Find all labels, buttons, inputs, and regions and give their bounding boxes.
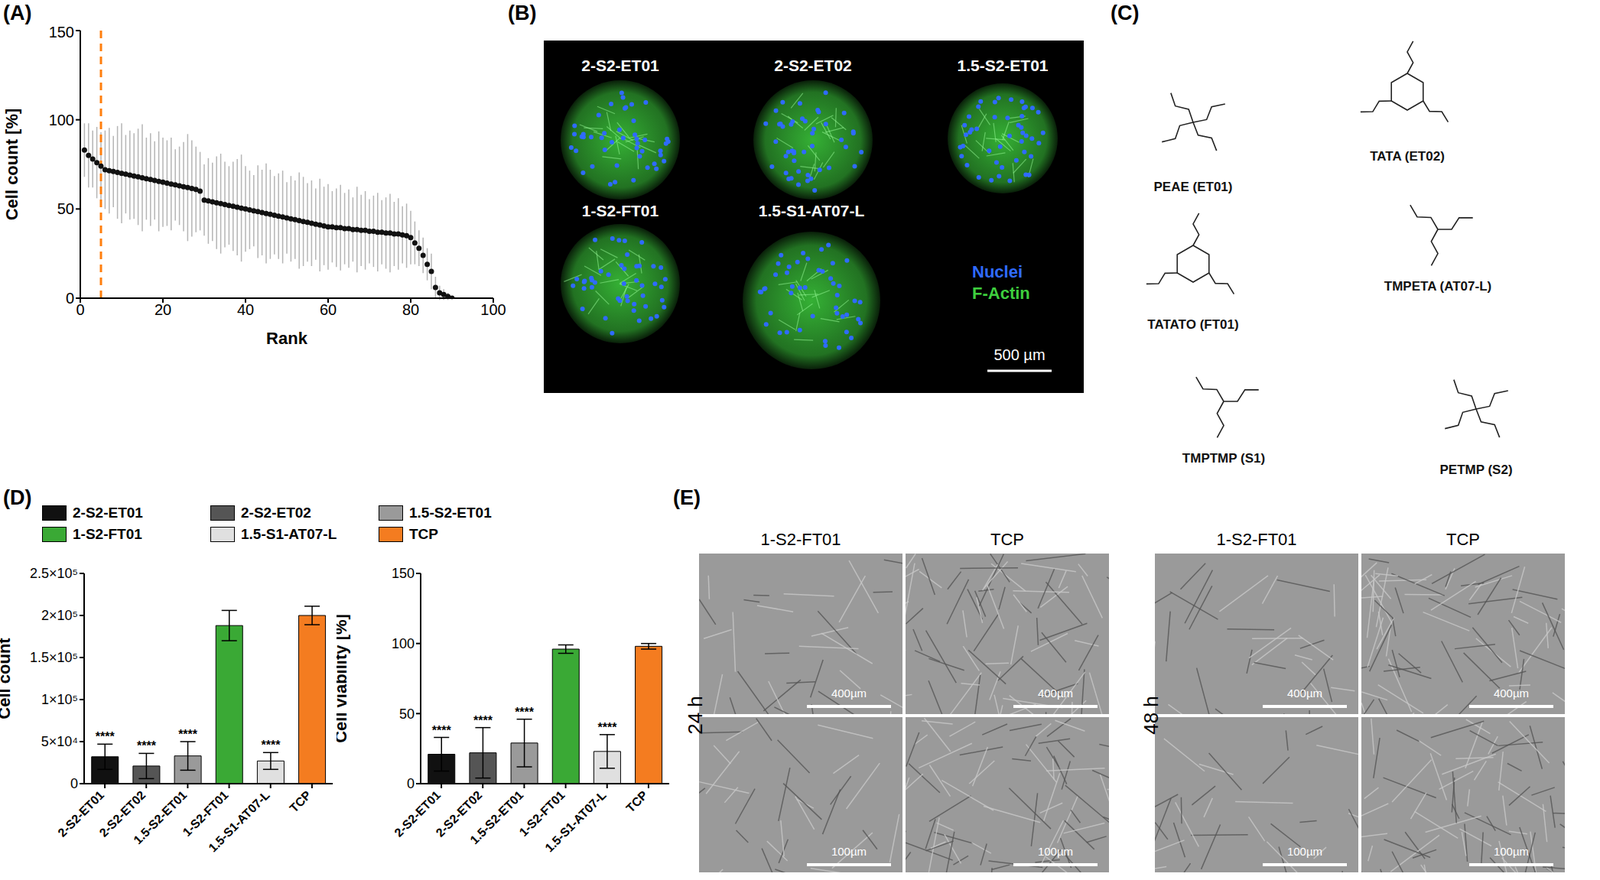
svg-text:500 µm: 500 µm [993, 346, 1045, 364]
html-text:1.5-S2-ET01: 1.5-S2-ET01 [409, 504, 492, 521]
svg-text:TCP: TCP [286, 788, 314, 816]
svg-text:PEAE (ET01): PEAE (ET01) [1154, 179, 1233, 195]
html-text:(C): (C) [1110, 1, 1140, 25]
svg-text:50: 50 [399, 706, 415, 722]
svg-text:150: 150 [391, 565, 415, 582]
svg-text:****: **** [136, 739, 157, 753]
svg-text:2-S2-ET02: 2-S2-ET02 [433, 788, 485, 840]
svg-text:****: **** [473, 714, 494, 728]
svg-text:150: 150 [48, 23, 75, 41]
svg-text:2×10⁵: 2×10⁵ [41, 608, 79, 624]
svg-text:0: 0 [406, 776, 415, 792]
svg-text:1-S2-FT01: 1-S2-FT01 [180, 788, 231, 840]
svg-text:PETMP (S2): PETMP (S2) [1439, 462, 1513, 478]
html-text:48 h: 48 h [1139, 696, 1163, 735]
svg-text:1.5-S2-ET01: 1.5-S2-ET01 [467, 788, 526, 847]
svg-text:60: 60 [319, 301, 337, 319]
svg-text:****: **** [260, 738, 281, 752]
svg-text:F-Actin: F-Actin [972, 283, 1031, 303]
svg-text:Cell viability [%]: Cell viability [%] [336, 614, 351, 744]
svg-text:TATA (ET02): TATA (ET02) [1369, 149, 1445, 164]
svg-text:1×10⁵: 1×10⁵ [41, 692, 79, 708]
svg-text:400µm: 400µm [1287, 686, 1323, 700]
svg-text:1.5-S1-AT07-L: 1.5-S1-AT07-L [758, 201, 866, 220]
svg-text:Rank: Rank [266, 328, 309, 348]
svg-text:2-S2-ET01: 2-S2-ET01 [55, 788, 107, 840]
svg-text:400µm: 400µm [1493, 686, 1529, 700]
svg-text:1.5-S1-AT07-L: 1.5-S1-AT07-L [542, 788, 609, 856]
svg-text:40: 40 [237, 301, 254, 319]
svg-text:100: 100 [48, 111, 75, 129]
svg-text:2-S2-ET01: 2-S2-ET01 [581, 56, 660, 75]
svg-text:TMPETA (AT07-L): TMPETA (AT07-L) [1384, 279, 1492, 294]
html-text:TCP: TCP [990, 530, 1025, 550]
html-text:TCP: TCP [1446, 530, 1480, 550]
html-text:2-S2-ET01: 2-S2-ET01 [72, 504, 143, 521]
svg-text:2.5×10⁵: 2.5×10⁵ [29, 565, 79, 582]
svg-text:0: 0 [65, 289, 75, 307]
svg-text:Cell count: Cell count [6, 637, 14, 720]
html-text:(E): (E) [673, 486, 701, 510]
svg-text:Cell count [%]: Cell count [%] [6, 108, 22, 222]
svg-text:100µm: 100µm [831, 845, 867, 859]
html-text:(B): (B) [507, 1, 537, 25]
svg-text:****: **** [514, 705, 535, 719]
svg-text:100µm: 100µm [1287, 845, 1323, 859]
svg-text:****: **** [178, 728, 199, 742]
svg-text:5×10⁴: 5×10⁴ [41, 734, 79, 750]
svg-text:Nuclei: Nuclei [972, 262, 1023, 282]
svg-text:2-S2-ET02: 2-S2-ET02 [96, 788, 148, 840]
svg-text:100: 100 [391, 636, 415, 652]
html-text:(D): (D) [3, 486, 32, 510]
svg-text:0: 0 [75, 301, 85, 319]
svg-text:TCP: TCP [623, 788, 651, 816]
svg-text:1.5×10⁵: 1.5×10⁵ [29, 650, 79, 666]
svg-text:400µm: 400µm [831, 686, 867, 700]
html-text:(A): (A) [3, 1, 32, 25]
html-text:2-S2-ET02: 2-S2-ET02 [240, 504, 312, 521]
svg-text:2-S2-ET02: 2-S2-ET02 [773, 56, 853, 75]
svg-text:400µm: 400µm [1037, 686, 1074, 700]
svg-text:100µm: 100µm [1493, 845, 1529, 859]
html-text:1.5-S1-AT07-L: 1.5-S1-AT07-L [240, 526, 337, 543]
svg-text:1-S2-FT01: 1-S2-FT01 [582, 201, 660, 220]
html-text:TCP: TCP [409, 526, 439, 543]
svg-text:1-S2-FT01: 1-S2-FT01 [516, 788, 568, 840]
svg-text:****: **** [432, 724, 453, 738]
svg-text:0: 0 [70, 776, 79, 792]
svg-text:1.5-S2-ET01: 1.5-S2-ET01 [956, 56, 1048, 75]
html-text:1-S2-FT01: 1-S2-FT01 [760, 530, 841, 550]
svg-text:****: **** [597, 721, 618, 735]
svg-text:80: 80 [402, 301, 420, 319]
svg-text:TATATO (FT01): TATATO (FT01) [1147, 317, 1239, 332]
svg-text:100: 100 [480, 301, 506, 319]
svg-text:50: 50 [57, 200, 75, 218]
html-text:24 h: 24 h [683, 696, 707, 735]
svg-text:TMPTMP (S1): TMPTMP (S1) [1182, 451, 1266, 466]
svg-text:1.5-S2-ET01: 1.5-S2-ET01 [130, 788, 189, 847]
svg-text:****: **** [95, 730, 116, 744]
svg-text:2-S2-ET01: 2-S2-ET01 [391, 788, 443, 840]
svg-text:1.5-S1-AT07-L: 1.5-S1-AT07-L [205, 788, 273, 856]
html-text:1-S2-FT01: 1-S2-FT01 [72, 526, 143, 543]
svg-text:100µm: 100µm [1037, 845, 1074, 859]
svg-text:20: 20 [154, 301, 172, 319]
html-text:1-S2-FT01: 1-S2-FT01 [1216, 530, 1297, 550]
